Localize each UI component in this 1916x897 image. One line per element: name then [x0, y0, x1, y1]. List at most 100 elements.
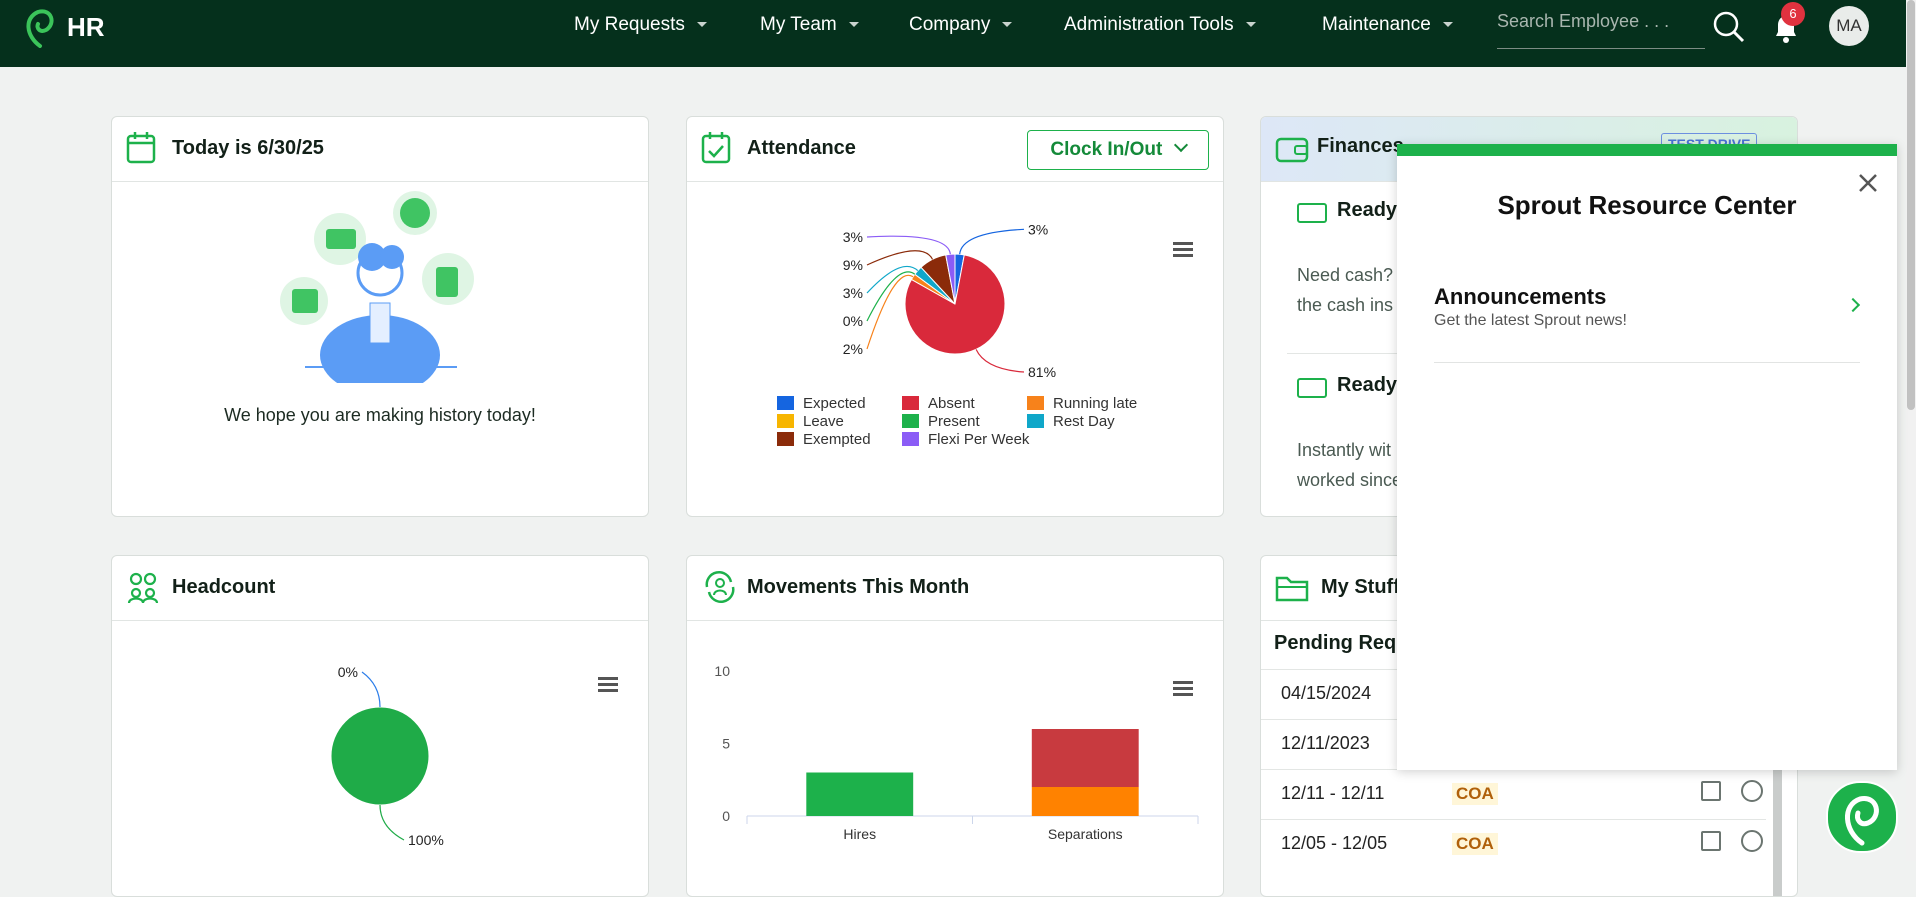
logo-text: HR [67, 12, 105, 42]
legend-swatch [777, 414, 794, 428]
resource-item[interactable]: Announcements Get the latest Sprout news! [1434, 284, 1861, 363]
nav-item[interactable]: My Requests [574, 14, 707, 36]
legend-swatch [902, 396, 919, 410]
leader-line [866, 265, 919, 294]
headcount-card: Headcount 0% 100% [111, 555, 649, 897]
menu-icon-bar [598, 677, 618, 680]
menu-icon-bar [1173, 242, 1193, 245]
help-icon [1845, 796, 1879, 846]
row-date: 04/15/2024 [1281, 683, 1372, 703]
y-tick-label: 5 [722, 736, 730, 752]
leader-line [866, 271, 916, 322]
x-tick-label: Separations [1048, 826, 1123, 842]
menu-icon-bar [1173, 687, 1193, 690]
card-title: Movements This Month [747, 576, 970, 598]
legend-label: Leave [803, 413, 844, 430]
bar [1031, 729, 1139, 787]
remove-icon[interactable] [1741, 780, 1763, 802]
row-type: COA [1452, 833, 1498, 855]
legend-swatch [902, 414, 919, 428]
card-title: Attendance [747, 137, 856, 159]
search-icon[interactable] [1712, 10, 1746, 44]
x-tick-label: Hires [843, 826, 876, 842]
item-text: Need cash? I [1297, 265, 1404, 285]
attendance-card: Attendance Clock In/Out 3% 9% 3% 0% 2% 3% 81% E… [686, 116, 1224, 517]
pending-title: Pending Requ [1274, 632, 1409, 654]
caret [848, 22, 859, 28]
nav-label: My Team [760, 14, 837, 35]
slice-label: 0% [843, 313, 863, 329]
item-text: worked since [1297, 470, 1403, 490]
leader-line [959, 228, 1025, 255]
button-label: Clock In/Out [1050, 139, 1163, 160]
slice-label: 9% [843, 257, 863, 273]
logo-icon [26, 9, 54, 48]
legend-swatch [777, 396, 794, 410]
card-header: Today is 6/30/25 [112, 117, 648, 182]
slice-label: 81% [1028, 364, 1056, 380]
leader-line [866, 250, 934, 266]
slice-label: 2% [843, 341, 863, 357]
nav-label: Company [909, 14, 991, 35]
avatar[interactable]: MA [1829, 6, 1869, 46]
clock-button[interactable]: Clock In/Out [1027, 130, 1209, 170]
movement-icon [705, 570, 735, 604]
ready-icon [1297, 203, 1327, 223]
scrollbar-thumb[interactable] [1907, 0, 1915, 410]
slice-label: 3% [1028, 221, 1048, 237]
search-input[interactable]: Search Employee . . . [1497, 11, 1670, 31]
edit-icon[interactable] [1701, 831, 1721, 851]
today-message: We hope you are making history today! [224, 405, 536, 425]
panel-title: Sprout Resource Center [1497, 190, 1797, 220]
headcount-chart: 0% 100% [330, 664, 618, 848]
item-subtitle: Get the latest Sprout news! [1434, 312, 1627, 329]
pie-slice [330, 706, 430, 806]
illustration [280, 191, 474, 383]
legend-swatch [1027, 414, 1044, 428]
legend-swatch [1027, 396, 1044, 410]
people-icon [127, 572, 159, 604]
wallet-icon [1275, 137, 1309, 163]
search-underline [1497, 48, 1705, 49]
card-header: Attendance Clock In/Out [687, 117, 1223, 182]
calendar-check-icon [701, 132, 731, 164]
legend-label: Rest Day [1053, 413, 1115, 430]
row-divider [1261, 819, 1766, 820]
slice-label: 3% [843, 285, 863, 301]
card-title: Finances [1317, 135, 1404, 157]
row-date: 12/05 - 12/05 [1281, 833, 1388, 853]
nav-label: Maintenance [1322, 14, 1431, 35]
bar [1031, 787, 1139, 816]
nav-item[interactable]: Administration Tools [1064, 14, 1256, 36]
item-heading: Ready [1337, 199, 1398, 221]
leader-line [379, 804, 405, 841]
help-button[interactable] [1826, 781, 1898, 853]
notification-badge: 6 [1781, 2, 1805, 26]
edit-icon[interactable] [1701, 781, 1721, 801]
card-title: My Stuff [1321, 576, 1400, 598]
calendar-icon [126, 132, 156, 164]
slice-label: 3% [843, 229, 863, 245]
nav-item[interactable]: My Team [760, 14, 859, 36]
card-title: Headcount [172, 576, 276, 598]
legend-label: Flexi Per Week [928, 431, 1030, 448]
movements-chart: 0 5 10 Hires Separations [714, 663, 1199, 842]
nav-item[interactable]: Maintenance [1322, 14, 1453, 36]
card-header: Movements This Month [687, 556, 1223, 621]
legend-label: Absent [928, 395, 976, 412]
remove-icon[interactable] [1741, 830, 1763, 852]
resource-center: Sprout Resource Center Announcements Get … [1397, 144, 1897, 770]
item-text: Instantly wit [1297, 440, 1392, 460]
slice-label: 0% [338, 664, 358, 680]
row-type: COA [1452, 783, 1498, 805]
legend-swatch [777, 432, 794, 446]
item-heading: Ready [1337, 374, 1398, 396]
close-button[interactable] [1857, 172, 1879, 194]
legend-label: Expected [803, 395, 866, 412]
menu-icon-bar [1173, 681, 1193, 684]
movements-card: Movements This Month 0 5 10 Hires Separation… [686, 555, 1224, 897]
nav-item[interactable]: Company [909, 14, 1013, 36]
page-scrollbar [1906, 0, 1916, 861]
row-date: 12/11/2023 [1281, 733, 1370, 753]
item-title: Announcements [1434, 284, 1607, 309]
